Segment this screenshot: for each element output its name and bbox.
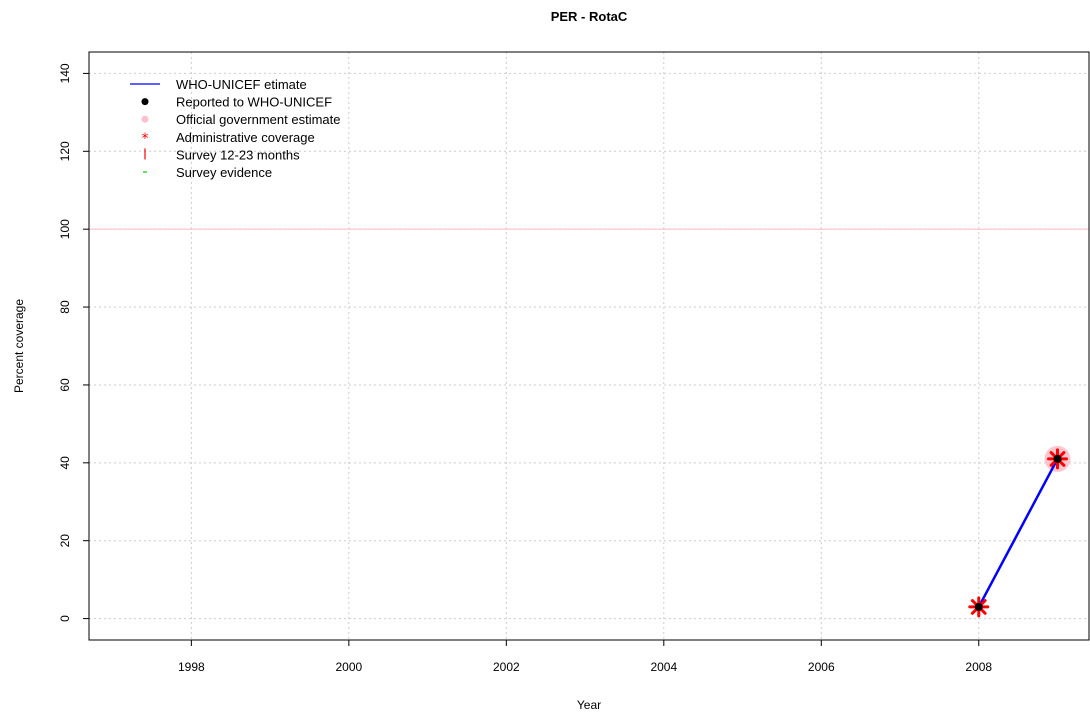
legend-dot-icon: [141, 115, 149, 123]
legend-label: WHO-UNICEF etimate: [176, 77, 307, 92]
plot-frame: [88, 51, 1090, 641]
series-layer: [968, 445, 1071, 618]
reported-point: [974, 602, 983, 611]
y-tick-label: 100: [58, 219, 72, 239]
x-tick-label: 2002: [493, 660, 520, 674]
who-unicef-estimate-line: [977, 458, 1059, 608]
x-tick-label: 2008: [965, 660, 992, 674]
legend-label: Reported to WHO-UNICEF: [176, 95, 332, 110]
y-tick-label: 40: [58, 456, 72, 470]
y-tick-label: 60: [58, 378, 72, 392]
x-tick-label: 2004: [650, 660, 677, 674]
y-tick-label: 20: [58, 534, 72, 548]
y-tick-label: 140: [58, 63, 72, 83]
legend-label: Survey 12-23 months: [176, 147, 300, 162]
legend-label: Survey evidence: [176, 165, 272, 180]
legend-dot-icon: [141, 98, 149, 106]
y-tick-label: 80: [58, 300, 72, 314]
legend-label: Administrative coverage: [176, 130, 315, 145]
y-axis-label: Percent coverage: [12, 299, 26, 393]
axis-ticks: 1998 2000 2002 2004 2006 2008 0 20 40 60 80 100 120 1…: [58, 63, 992, 674]
legend-label: Official government estimate: [176, 112, 341, 127]
x-tick-label: 2000: [335, 660, 362, 674]
legend-entry: Official government estimate: [141, 112, 341, 127]
y-tick-label: 120: [58, 141, 72, 161]
legend-entry: WHO-UNICEF etimate: [130, 77, 307, 92]
chart-title: PER - RotaC: [551, 9, 628, 24]
legend-entry: Reported to WHO-UNICEF: [141, 95, 332, 110]
reported-point: [1053, 454, 1062, 463]
legend-entry: Survey 12-23 months: [144, 147, 300, 162]
x-tick-label: 2006: [808, 660, 835, 674]
x-tick-label: 1998: [178, 660, 205, 674]
x-axis-label: Year: [577, 698, 601, 712]
legend: WHO-UNICEF etimate Reported to WHO-UNICEF…: [130, 77, 341, 180]
legend-entry: * Administrative coverage: [142, 130, 315, 147]
legend-entry: Survey evidence: [143, 165, 272, 180]
y-tick-label: 0: [58, 615, 72, 622]
legend-star-icon: *: [142, 131, 149, 147]
